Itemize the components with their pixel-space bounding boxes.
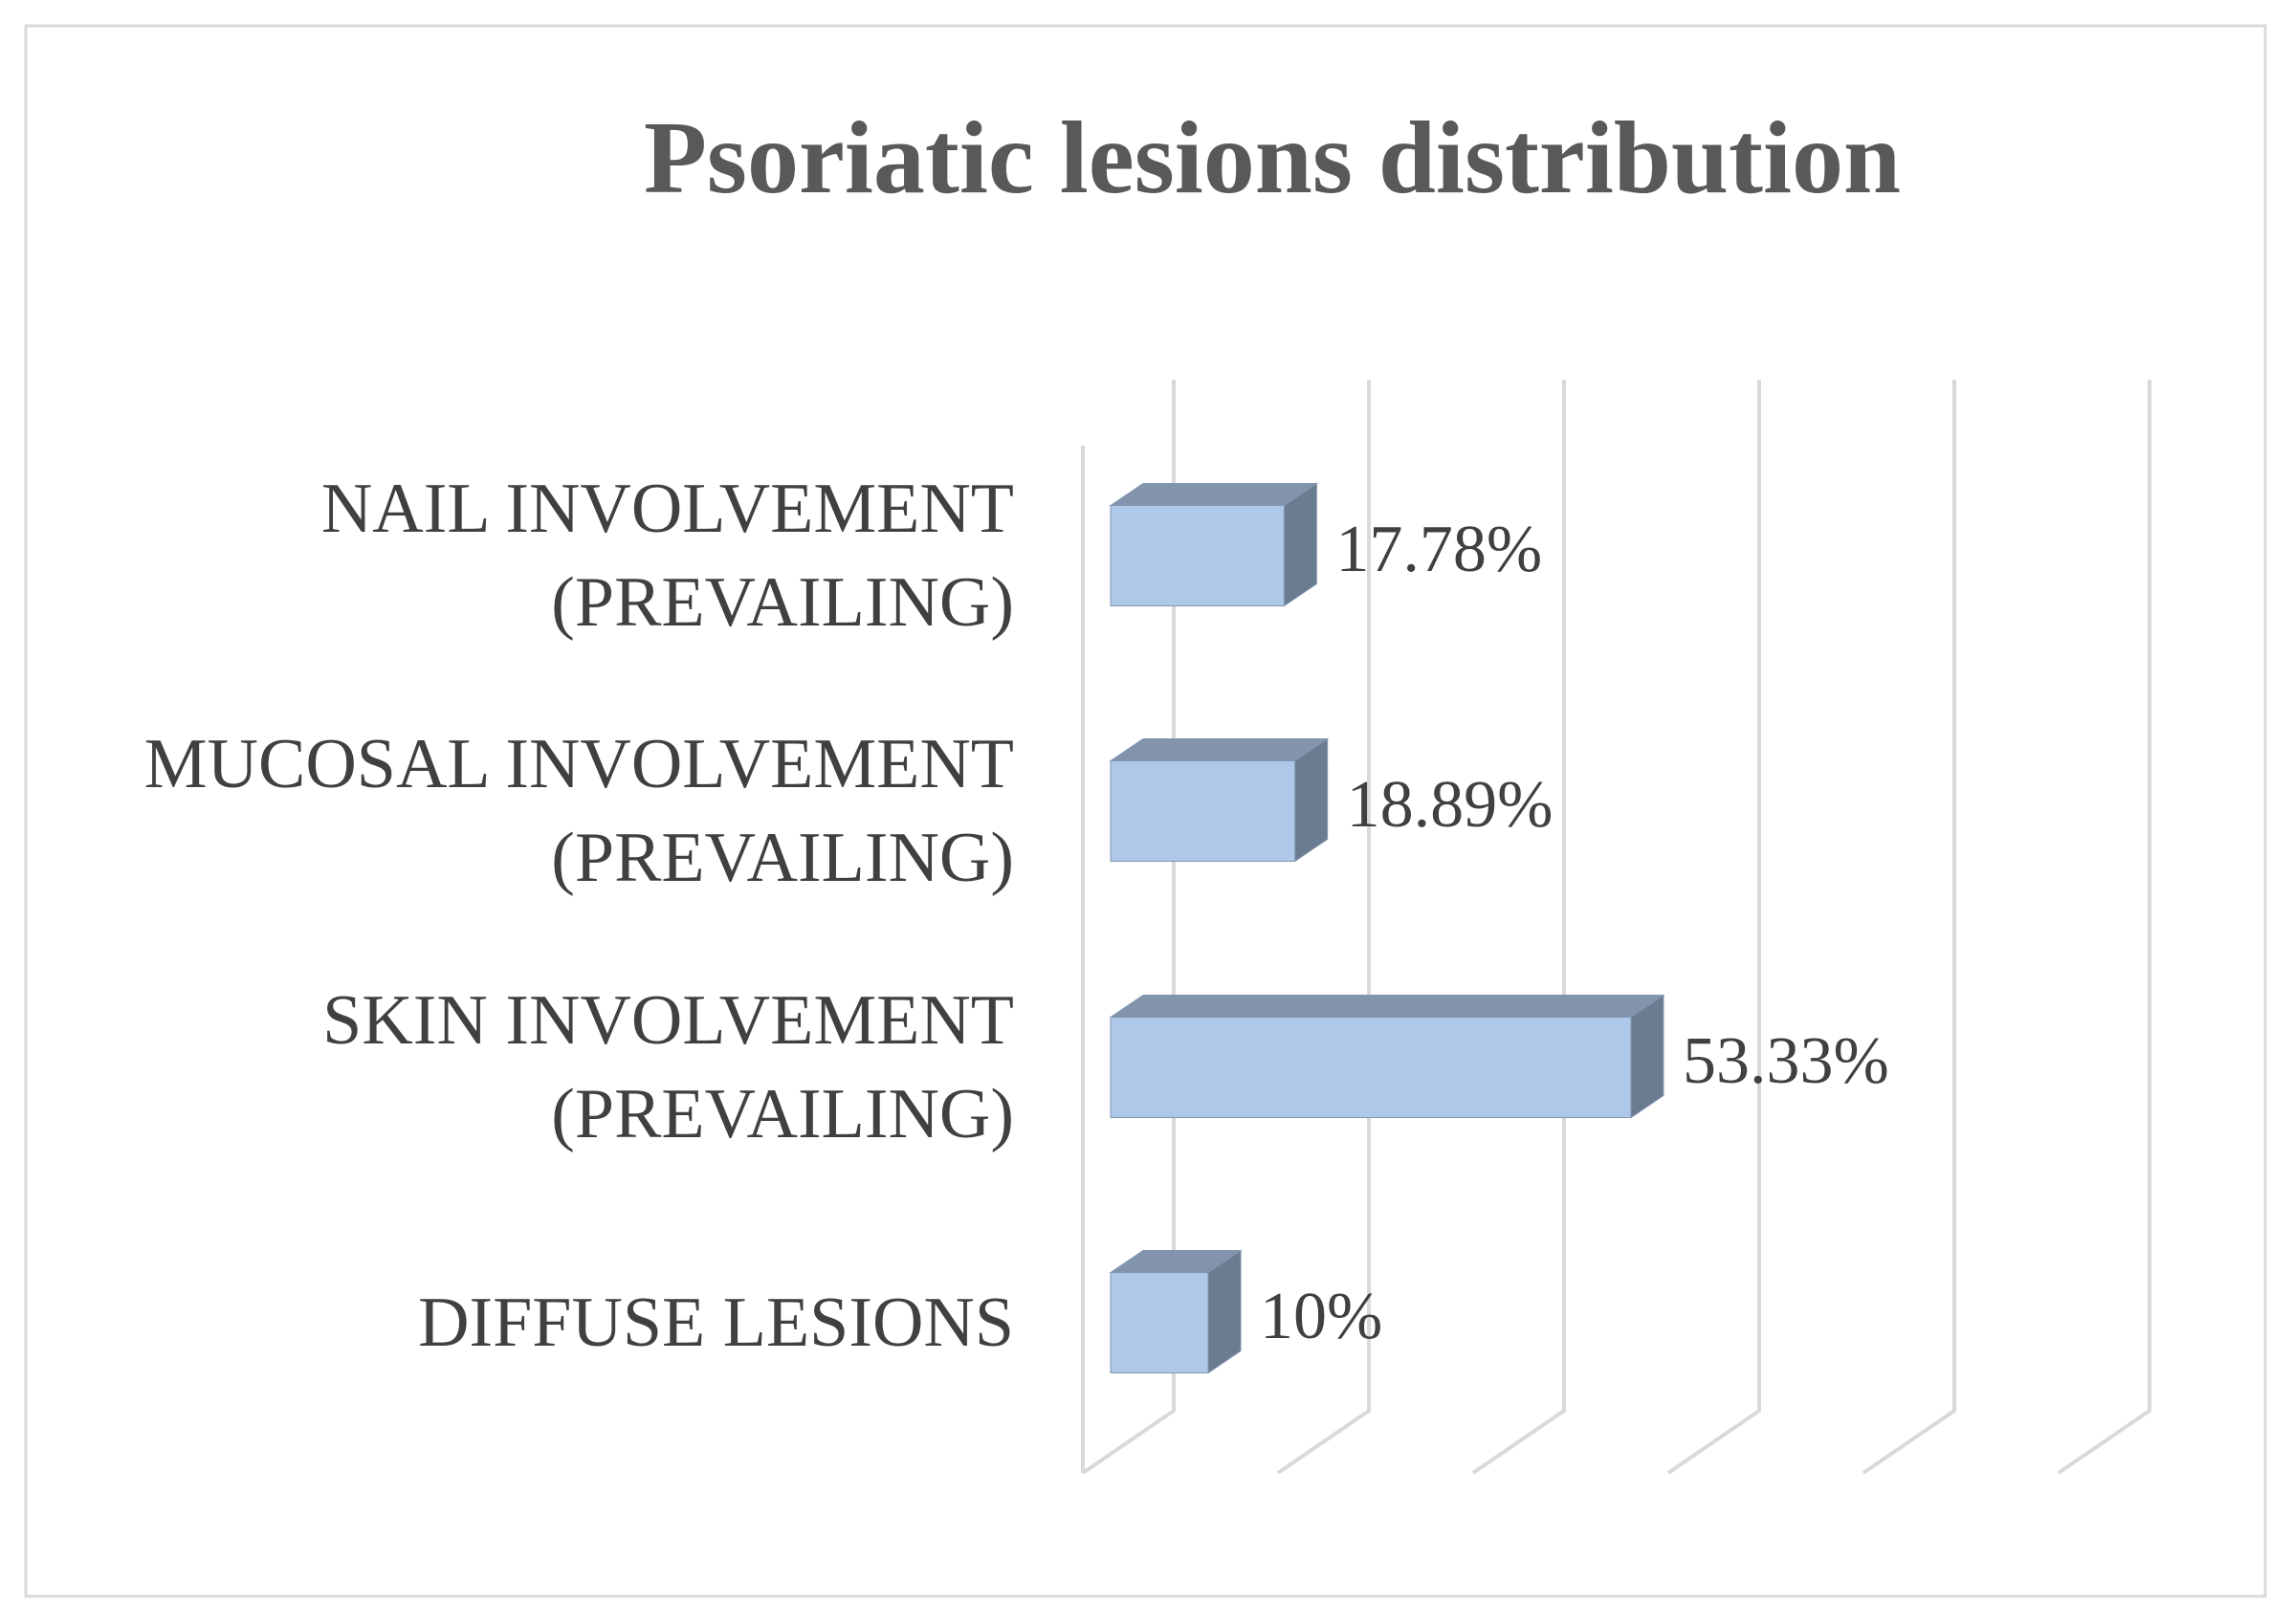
chart-title: Psoriatic lesions distribution	[644, 101, 1901, 215]
value-label: 18.89%	[1347, 768, 1554, 842]
bar	[1109, 482, 1318, 607]
grid-line	[1081, 380, 1176, 1475]
category-label: DIFFUSE LESIONS	[418, 1284, 1014, 1362]
grid-line	[1471, 380, 1566, 1475]
grid-line	[1862, 380, 1956, 1475]
bar	[1109, 737, 1330, 863]
bar-side	[1207, 1249, 1242, 1374]
value-label: 17.78%	[1335, 513, 1542, 586]
category-label: SKIN INVOLVEMENT (PREVAILING)	[322, 981, 1014, 1153]
value-label: 53.33%	[1683, 1024, 1889, 1098]
grid-line	[1666, 380, 1761, 1475]
bar	[1109, 994, 1665, 1119]
bar-side	[1283, 482, 1317, 607]
bar-front	[1110, 760, 1296, 862]
bar-side	[1294, 737, 1329, 863]
category-label: MUCOSAL INVOLVEMENT (PREVAILING)	[143, 725, 1014, 897]
bar-top	[1109, 738, 1330, 761]
bar-side	[1630, 994, 1664, 1119]
bar-front	[1110, 505, 1285, 606]
bar-front	[1110, 1017, 1632, 1118]
bar	[1109, 1249, 1243, 1374]
grid-line	[1276, 380, 1371, 1475]
grid-line	[2057, 380, 2151, 1475]
bar-top	[1109, 995, 1665, 1018]
value-label: 10%	[1260, 1280, 1382, 1353]
bar-top	[1109, 483, 1318, 506]
category-label: NAIL INVOLVEMENT (PREVAILING)	[320, 470, 1014, 642]
bar-front	[1110, 1272, 1209, 1373]
